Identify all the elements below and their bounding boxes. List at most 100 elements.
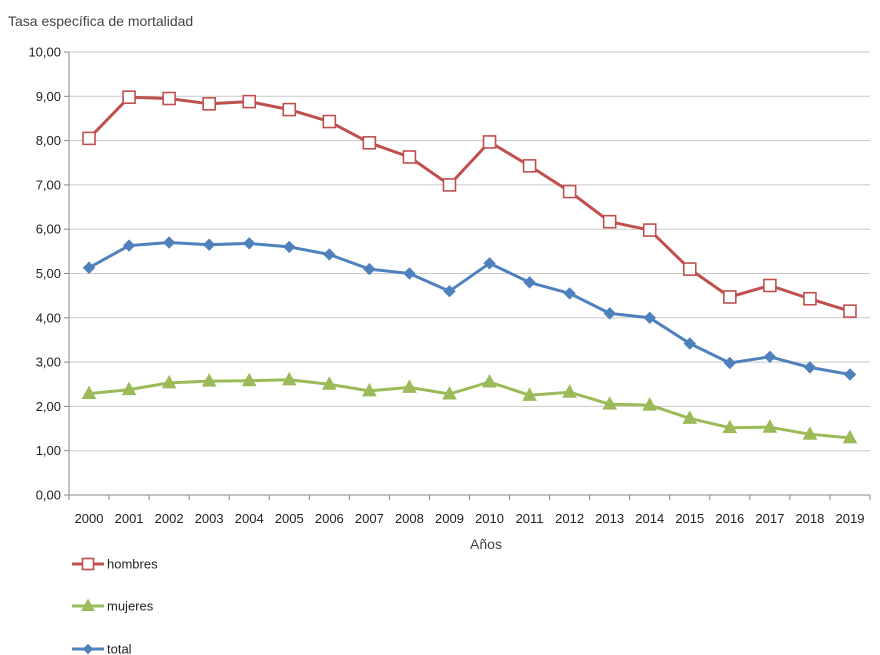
x-tick-label: 2004	[235, 511, 264, 526]
y-tick-label: 8,00	[36, 133, 61, 148]
data-point	[242, 94, 257, 109]
x-tick-label: 2010	[475, 511, 504, 526]
data-point	[482, 135, 497, 149]
data-point	[642, 397, 658, 411]
x-tick-label: 2003	[195, 511, 224, 526]
data-point	[202, 238, 216, 251]
y-tick-label: 4,00	[36, 310, 61, 325]
data-point	[82, 261, 96, 274]
legend-label: mujeres	[107, 599, 154, 614]
x-tick-label: 2000	[75, 511, 104, 526]
legend-label: hombres	[107, 557, 158, 572]
data-point	[81, 385, 97, 400]
axes	[64, 51, 871, 500]
data-point	[843, 304, 857, 318]
data-point	[442, 385, 457, 400]
data-point	[723, 356, 737, 370]
x-tick-label: 2016	[715, 511, 744, 526]
data-point	[362, 136, 377, 150]
y-tick-label: 3,00	[36, 355, 61, 370]
y-tick-label: 7,00	[36, 177, 61, 192]
data-point	[442, 178, 457, 192]
data-point	[682, 410, 698, 424]
data-point	[483, 257, 496, 270]
data-point	[122, 239, 136, 252]
x-tick-label: 2014	[635, 511, 664, 526]
data-point	[802, 426, 818, 440]
data-point	[82, 131, 96, 146]
data-point	[563, 287, 576, 300]
data-point	[122, 90, 136, 104]
data-point	[162, 91, 176, 106]
y-tick-label: 2,00	[36, 399, 61, 414]
legend-marker	[82, 643, 94, 655]
y-tick-label: 1,00	[36, 443, 61, 458]
data-point	[602, 396, 618, 410]
data-point	[803, 291, 817, 306]
x-tick-label: 2009	[435, 511, 464, 526]
y-tick-label: 5,00	[36, 266, 61, 281]
x-tick-label: 2002	[155, 511, 184, 526]
x-tick-label: 2007	[355, 511, 384, 526]
data-point	[402, 150, 417, 164]
data-point	[363, 262, 376, 276]
x-tick-label: 2001	[115, 511, 144, 526]
data-point	[241, 372, 257, 387]
series-hombres	[82, 90, 857, 318]
x-tick-label: 2015	[675, 511, 704, 526]
data-point	[281, 371, 297, 386]
series-line	[88, 378, 851, 440]
data-point	[323, 248, 336, 261]
data-point	[562, 184, 577, 199]
series-total	[82, 236, 857, 381]
data-point	[722, 419, 738, 434]
data-point	[322, 114, 337, 129]
data-point	[282, 102, 297, 117]
series-line	[87, 95, 851, 313]
y-axis-title: Tasa específica de mortalidad	[8, 13, 193, 29]
data-point	[523, 276, 536, 289]
data-point	[723, 290, 737, 304]
legend: hombres mujeres total	[72, 557, 158, 655]
data-point	[403, 267, 416, 280]
data-point	[522, 387, 537, 401]
x-axis-title: Años	[470, 536, 502, 552]
series-group	[81, 90, 858, 444]
x-tick-label: 2019	[836, 511, 865, 526]
data-point	[562, 384, 577, 398]
x-tick-labels: 2000 2001 2002 2003 2004 2005 2006 2007 2008 2009…	[75, 511, 865, 526]
data-point	[842, 429, 858, 444]
data-point	[683, 337, 696, 350]
legend-label: total	[107, 642, 132, 655]
data-point	[162, 236, 176, 249]
data-point	[482, 373, 497, 388]
y-tick-label: 6,00	[36, 222, 61, 237]
legend-item-total: total	[72, 642, 132, 655]
data-point	[243, 237, 256, 250]
legend-marker	[81, 598, 95, 611]
data-point	[602, 214, 617, 229]
data-point	[161, 374, 177, 389]
series-mujeres	[81, 371, 858, 444]
y-tick-label: 0,00	[36, 488, 61, 503]
y-tick-labels: 0,00 1,00 2,00 3,00 4,00 5,00 6,00 7,00 8,00 9,00…	[28, 45, 61, 503]
y-tick-label: 10,00	[28, 45, 61, 60]
data-point	[362, 382, 377, 397]
x-tick-label: 2017	[755, 511, 784, 526]
legend-item-mujeres: mujeres	[72, 598, 154, 614]
data-point	[603, 307, 616, 320]
data-point	[402, 379, 417, 393]
data-point	[121, 381, 137, 396]
data-point	[762, 419, 778, 433]
data-point	[202, 97, 216, 111]
data-point	[642, 223, 657, 237]
x-tick-label: 2012	[555, 511, 584, 526]
data-point	[763, 278, 777, 293]
legend-marker	[81, 557, 95, 571]
x-tick-label: 2008	[395, 511, 424, 526]
data-point	[843, 368, 857, 381]
x-tick-label: 2006	[315, 511, 344, 526]
grid-lines	[69, 51, 870, 452]
x-tick-label: 2013	[595, 511, 624, 526]
